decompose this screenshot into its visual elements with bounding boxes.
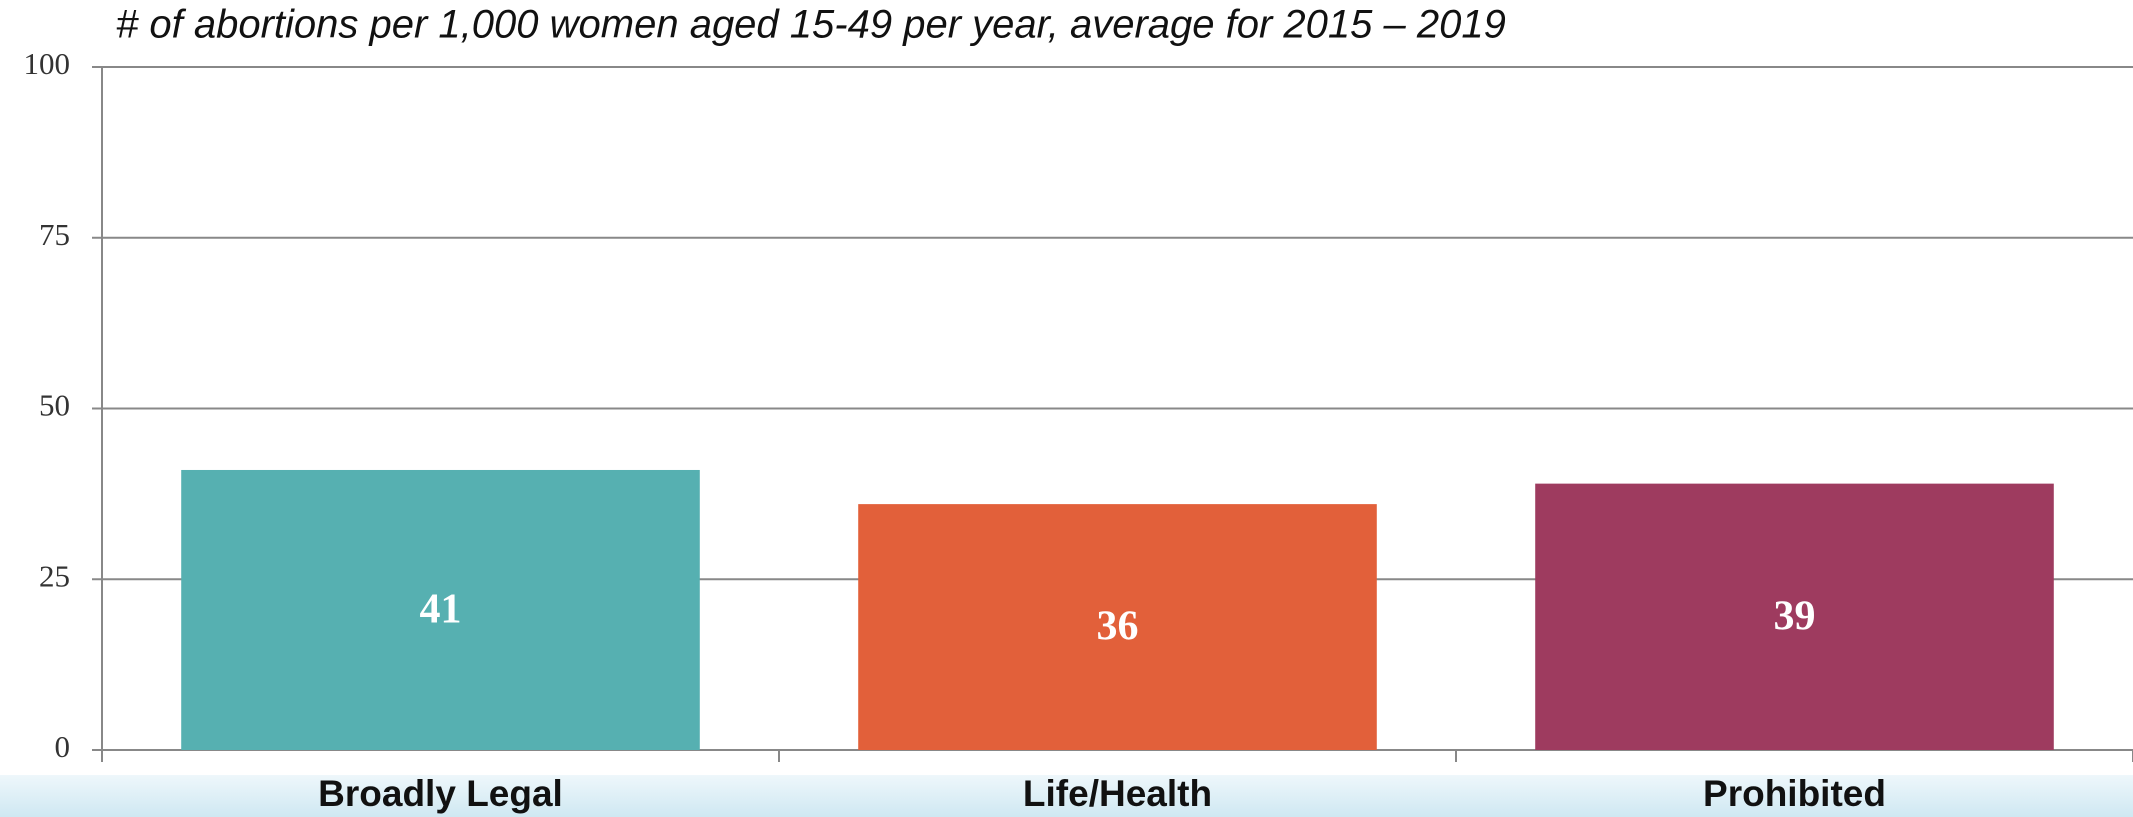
value-label: 36	[1097, 604, 1139, 650]
bar	[858, 504, 1377, 750]
y-tick-label: 75	[39, 217, 70, 252]
y-tick-label: 25	[39, 558, 70, 593]
value-label: 41	[420, 587, 462, 633]
y-tick-label: 0	[55, 729, 71, 764]
chart-title: # of abortions per 1,000 women aged 15-4…	[116, 3, 1506, 47]
x-tick-label: Prohibited	[1703, 773, 1886, 814]
y-tick-label: 100	[24, 46, 71, 81]
y-tick-label: 50	[39, 388, 70, 423]
bar	[1535, 483, 2054, 750]
footer-band	[0, 775, 2133, 817]
x-tick-label: Life/Health	[1023, 773, 1212, 814]
x-tick-label: Broadly Legal	[318, 773, 563, 814]
bar	[181, 469, 700, 750]
value-label: 39	[1774, 593, 1816, 639]
